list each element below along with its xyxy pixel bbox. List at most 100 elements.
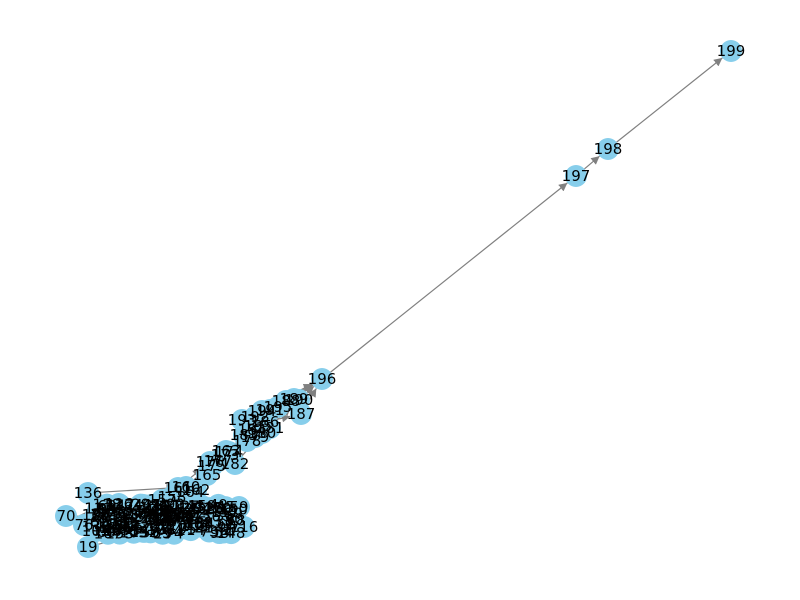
node-label-39: 39 [98,500,117,518]
node-56 [200,505,223,528]
node-label-178: 178 [233,432,262,450]
node-label-125: 125 [195,499,224,517]
node-label-118: 118 [93,496,122,514]
node-label-52: 52 [192,510,211,528]
node-label-102: 102 [180,517,209,535]
node-label-163: 163 [212,442,241,460]
node-label-80: 80 [97,523,116,541]
node-label-46: 46 [144,502,163,520]
node-label-93: 93 [124,502,143,520]
node-label-121: 121 [152,497,181,515]
node-label-70: 70 [56,507,75,525]
node-label-84: 84 [195,515,214,533]
node-label-44: 44 [152,512,171,530]
node-label-153: 153 [105,525,134,543]
node-circle [73,514,95,536]
node-label-195: 195 [264,398,293,416]
node-label-45: 45 [216,498,235,516]
node-label-148: 148 [217,524,246,542]
node-label-60: 60 [97,497,116,515]
node-label-165: 165 [193,466,222,484]
node-label-86: 86 [151,498,170,516]
node-label-55: 55 [141,523,160,541]
edge-197-198 [584,155,600,170]
node-label-122: 122 [121,510,150,528]
node-54 [212,521,235,544]
node-circle [215,440,237,462]
node-label-162: 162 [182,481,211,499]
node-label-77: 77 [149,497,168,515]
node-label-108: 108 [147,521,176,539]
node-label-91: 91 [149,520,168,538]
node-label-164: 164 [176,483,205,501]
node-label-187: 187 [287,405,316,423]
node-label-134: 134 [120,506,149,524]
node-label-132: 132 [130,523,159,541]
node-label-143: 143 [176,497,205,515]
node-label-73: 73 [200,522,219,540]
node-label-156: 156 [103,518,132,536]
nodes-layer: 1991981971961931941951871881891901911921… [55,40,745,558]
node-label-34: 34 [130,522,149,540]
node-label-190: 190 [285,391,314,409]
edge-198-199 [616,57,723,143]
node-circle [200,505,223,528]
node-label-30: 30 [225,510,244,528]
node-label-109: 109 [166,509,195,527]
node-198 [597,138,619,160]
edge-136-160 [98,483,176,493]
node-label-154: 154 [145,502,174,520]
node-label-56: 56 [202,507,221,525]
node-label-94: 94 [193,499,212,517]
node-label-31: 31 [91,507,110,525]
node-label-159: 159 [188,497,217,515]
node-label-181: 181 [256,419,285,437]
node-label-75: 75 [178,520,197,538]
node-label-161: 161 [164,479,193,497]
node-circle [720,40,742,62]
node-circle [77,536,99,558]
node-label-140: 140 [92,521,121,539]
node-label-198: 198 [594,140,623,158]
node-label-27: 27 [184,500,203,518]
node-label-63: 63 [149,506,168,524]
node-label-141: 141 [166,507,195,525]
node-circle [311,368,333,390]
node-label-35: 35 [172,507,191,525]
node-label-184: 184 [238,421,267,439]
node-label-139: 139 [145,510,174,528]
node-label-41: 41 [144,510,163,528]
node-label-29: 29 [131,496,150,514]
node-label-76: 76 [74,516,93,534]
node-label-117: 117 [105,496,134,514]
node-label-149: 149 [98,508,127,526]
node-label-112: 112 [84,500,113,518]
node-circle [259,417,281,439]
node-label-43: 43 [94,517,113,535]
node-label-64: 64 [164,522,183,540]
node-label-28: 28 [114,511,133,529]
node-label-151: 151 [141,512,170,530]
node-label-182: 182 [221,455,250,473]
node-label-107: 107 [94,525,123,543]
node-19 [77,536,99,558]
node-label-183: 183 [230,426,259,444]
node-label-19: 19 [78,538,97,556]
node-label-193: 193 [228,411,257,429]
node-label-32: 32 [112,515,131,533]
node-label-87: 87 [92,507,111,525]
node-199 [720,40,742,62]
node-label-79: 79 [136,506,155,524]
node-circle [139,521,162,544]
node-label-71: 71 [214,507,233,525]
node-label-185: 185 [244,417,273,435]
node-label-155: 155 [160,505,189,523]
node-circle [103,514,126,537]
node-label-160: 160 [172,478,201,496]
node-label-191: 191 [256,401,285,419]
node-label-98: 98 [194,514,213,532]
node-label-83: 83 [173,507,192,525]
node-label-21: 21 [194,518,213,536]
node-181 [259,417,281,439]
